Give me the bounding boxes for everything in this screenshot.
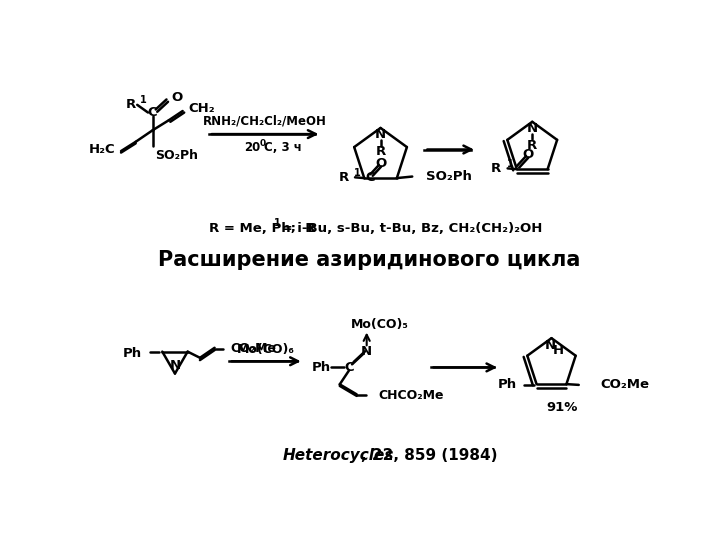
Text: Расширение азиридинового цикла: Расширение азиридинового цикла [158,249,580,269]
Text: N: N [544,339,556,352]
Text: N: N [526,122,538,135]
Text: R: R [338,171,349,184]
Text: R: R [126,98,137,111]
Text: O: O [171,91,182,104]
Text: CO₂Me: CO₂Me [230,342,276,355]
Text: CO₂Me: CO₂Me [600,379,649,392]
Text: H: H [553,344,564,357]
Text: SO₂Ph: SO₂Ph [426,170,472,183]
Text: 1: 1 [354,168,361,178]
Text: 20: 20 [244,141,260,154]
Text: R: R [527,139,537,152]
Text: CHCO₂Me: CHCO₂Me [378,389,444,402]
Text: O: O [376,157,387,170]
Text: C: C [148,106,158,119]
Text: R = Me, Ph;  R: R = Me, Ph; R [209,221,315,234]
Text: H₂C: H₂C [89,143,115,156]
Text: C: C [366,171,375,184]
Text: Ph: Ph [498,379,516,392]
Text: O: O [522,148,534,161]
Text: = i-Bu, s-Bu, t-Bu, Bz, CH₂(CH₂)₂OH: = i-Bu, s-Bu, t-Bu, Bz, CH₂(CH₂)₂OH [276,221,542,234]
Text: CH₂: CH₂ [189,102,215,115]
Text: 0: 0 [260,139,266,148]
Text: R: R [375,145,386,158]
Text: 1: 1 [507,159,513,169]
Text: R: R [491,162,501,175]
Text: Heterocycles: Heterocycles [283,448,395,463]
Text: SO₂Ph: SO₂Ph [155,149,198,162]
Text: , 22, 859 (1984): , 22, 859 (1984) [361,448,498,463]
Text: Mo(CO)₅: Mo(CO)₅ [351,318,409,331]
Text: C, 3 ч: C, 3 ч [264,141,302,154]
Text: N: N [169,360,181,373]
Text: 1: 1 [140,95,147,105]
Text: 1: 1 [274,218,281,228]
Text: 91%: 91% [546,401,578,414]
Text: N: N [375,129,386,141]
Text: Mo(CO)₆: Mo(CO)₆ [237,343,294,356]
Text: Ph: Ph [311,361,330,374]
Text: Ph: Ph [123,347,143,360]
Text: RNH₂/CH₂Cl₂/MeOH: RNH₂/CH₂Cl₂/MeOH [203,114,327,127]
Text: N: N [361,345,372,357]
Text: C: C [344,361,354,374]
